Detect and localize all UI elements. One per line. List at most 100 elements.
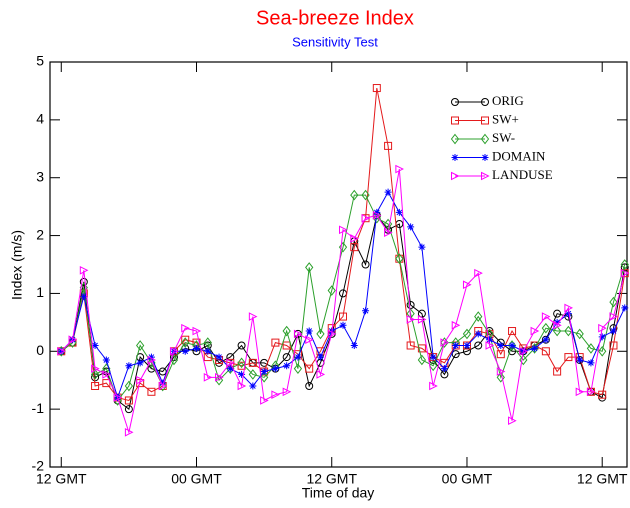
- data-point: [158, 380, 167, 392]
- data-point: [474, 341, 483, 350]
- data-point: [519, 354, 528, 366]
- data-point: [293, 363, 303, 374]
- data-point: [102, 370, 111, 379]
- data-point: [474, 330, 482, 338]
- series-line: [60, 168, 626, 435]
- data-point: [541, 312, 551, 321]
- data-point: [57, 346, 66, 356]
- legend-marker: [481, 171, 490, 181]
- data-point: [237, 357, 246, 369]
- data-point: [282, 353, 291, 362]
- data-point: [440, 365, 448, 373]
- data-point: [496, 367, 506, 376]
- data-point: [90, 369, 100, 380]
- data-point: [339, 321, 347, 329]
- data-point: [530, 326, 540, 336]
- y-tick-label: -2: [32, 458, 45, 474]
- data-point: [147, 355, 157, 365]
- legend-marker: [451, 116, 459, 125]
- y-axis-label: Index (m/s): [9, 230, 25, 300]
- series-line: [60, 214, 626, 411]
- data-point: [531, 344, 539, 352]
- data-point: [542, 336, 550, 344]
- data-point: [158, 367, 167, 376]
- data-point: [429, 381, 438, 391]
- data-point: [609, 341, 618, 350]
- data-point: [181, 323, 190, 333]
- data-point: [57, 347, 65, 355]
- data-point: [429, 353, 437, 361]
- data-point: [193, 344, 201, 352]
- data-point: [553, 309, 562, 318]
- data-point: [339, 225, 348, 235]
- data-point: [124, 396, 133, 405]
- data-point: [395, 208, 403, 216]
- data-point: [79, 265, 89, 275]
- data-point: [192, 326, 202, 336]
- data-point: [440, 338, 450, 347]
- data-point: [248, 358, 257, 367]
- data-point: [102, 379, 111, 388]
- data-point: [124, 380, 134, 392]
- legend-label: LANDUSE: [492, 167, 553, 182]
- data-point: [508, 342, 516, 349]
- data-point: [271, 338, 280, 347]
- data-point: [237, 381, 247, 391]
- data-point: [203, 373, 213, 382]
- data-point: [384, 141, 393, 150]
- data-point: [372, 84, 381, 93]
- data-point: [361, 189, 370, 201]
- data-point: [124, 405, 133, 414]
- data-point: [406, 341, 415, 350]
- data-point: [451, 350, 460, 359]
- data-point: [474, 311, 483, 322]
- data-point: [282, 325, 291, 337]
- data-point: [125, 362, 133, 370]
- data-point: [248, 312, 258, 321]
- data-point: [136, 375, 145, 385]
- data-point: [147, 387, 156, 396]
- data-point: [215, 353, 223, 361]
- data-point: [372, 212, 381, 224]
- data-point: [350, 342, 358, 349]
- data-point: [395, 253, 404, 265]
- data-point: [474, 268, 483, 278]
- data-point: [260, 368, 268, 376]
- data-point: [282, 387, 292, 397]
- data-point: [158, 381, 168, 391]
- data-point: [293, 329, 303, 339]
- data-point: [620, 259, 629, 270]
- data-point: [575, 387, 585, 397]
- chart-title: Sea-breeze Index: [256, 7, 414, 29]
- data-point: [327, 285, 336, 296]
- data-point: [418, 243, 426, 251]
- x-axis-label: Time of day: [302, 485, 375, 501]
- data-point: [338, 241, 348, 253]
- data-point: [203, 337, 212, 348]
- y-tick-label: 4: [36, 111, 44, 127]
- data-point: [576, 356, 584, 364]
- data-point: [68, 337, 77, 348]
- data-point: [214, 374, 224, 386]
- data-point: [226, 358, 235, 368]
- data-point: [260, 396, 269, 405]
- data-point: [587, 359, 595, 367]
- legend-marker: [451, 98, 459, 106]
- x-tick-label: 00 GMT: [171, 471, 222, 487]
- data-point: [497, 342, 505, 349]
- data-point: [226, 365, 234, 373]
- data-point: [124, 427, 134, 437]
- data-point: [91, 342, 99, 349]
- data-point: [417, 315, 427, 324]
- data-point: [136, 340, 145, 351]
- x-tick-label: 12 GMT: [306, 471, 357, 487]
- legend-label: DOMAIN: [492, 148, 546, 163]
- data-point: [609, 327, 617, 335]
- data-point: [361, 213, 371, 223]
- data-point: [564, 303, 574, 313]
- data-point: [620, 268, 630, 278]
- data-point: [541, 347, 550, 356]
- data-point: [429, 360, 438, 372]
- x-tick-label: 12 GMT: [577, 471, 628, 487]
- data-point: [553, 367, 562, 376]
